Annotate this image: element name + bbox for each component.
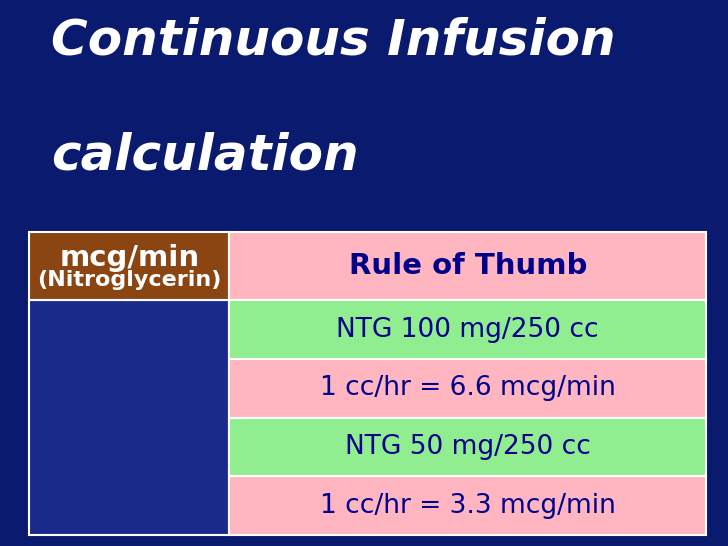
Text: NTG 100 mg/250 cc: NTG 100 mg/250 cc — [336, 317, 599, 343]
Text: Continuous Infusion: Continuous Infusion — [51, 16, 616, 64]
FancyBboxPatch shape — [229, 232, 706, 300]
Text: (Nitroglycerin): (Nitroglycerin) — [37, 270, 221, 290]
FancyBboxPatch shape — [229, 359, 706, 418]
FancyBboxPatch shape — [229, 418, 706, 476]
Text: mcg/min: mcg/min — [59, 244, 199, 272]
Text: 1 cc/hr = 3.3 mcg/min: 1 cc/hr = 3.3 mcg/min — [320, 492, 616, 519]
Text: Rule of Thumb: Rule of Thumb — [349, 252, 587, 280]
FancyBboxPatch shape — [229, 476, 706, 535]
FancyBboxPatch shape — [29, 300, 229, 535]
FancyBboxPatch shape — [229, 300, 706, 359]
Text: calculation: calculation — [51, 131, 359, 179]
FancyBboxPatch shape — [29, 232, 229, 300]
Text: 1 cc/hr = 6.6 mcg/min: 1 cc/hr = 6.6 mcg/min — [320, 375, 616, 401]
Text: NTG 50 mg/250 cc: NTG 50 mg/250 cc — [345, 434, 590, 460]
